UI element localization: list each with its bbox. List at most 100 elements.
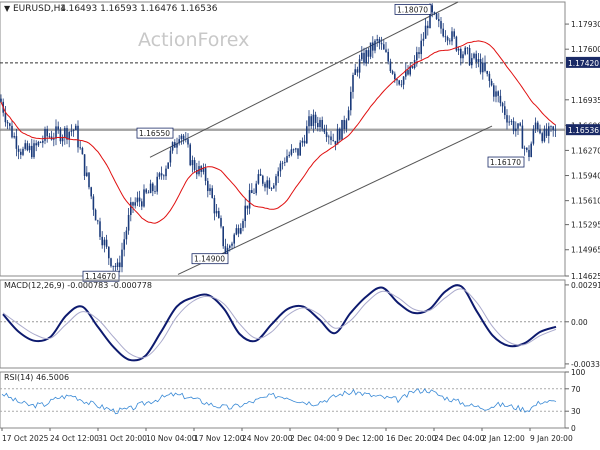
candle-body [134, 202, 136, 206]
price-annotation-label: 1.14900 [194, 255, 225, 264]
candle-body [259, 174, 262, 176]
candle-body [257, 174, 260, 184]
candle-body [158, 173, 161, 177]
candle-body [345, 120, 348, 129]
watermark: ActionForex [138, 29, 249, 51]
candle-body [174, 142, 176, 148]
candle-body [70, 130, 73, 132]
rsi-tick-label: 30 [571, 407, 581, 416]
price-tick-label: 1.17600 [571, 45, 600, 54]
candle-body [473, 53, 475, 59]
candle-body [92, 196, 95, 210]
candle-body [28, 145, 31, 151]
candle-body [108, 246, 110, 259]
candle-body [321, 119, 323, 129]
candle-body [246, 205, 249, 209]
price-tick-label: 1.16270 [571, 146, 600, 155]
candle-body [182, 135, 185, 140]
candle-body [497, 91, 499, 96]
price-pane: 1.179301.176001.169351.166001.162701.159… [0, 1, 600, 282]
candle-body [127, 214, 130, 231]
candle-body [486, 70, 488, 74]
candle-body [211, 188, 213, 198]
candle-body [279, 163, 282, 172]
price-tick-label: 1.15610 [571, 197, 600, 206]
candle-body [453, 31, 455, 37]
resistance-price-label: 1.17420 [568, 59, 599, 68]
candle-body [79, 147, 81, 149]
candle-body [530, 143, 532, 157]
macd-line [2, 284, 557, 362]
candle-body [4, 112, 7, 123]
candle-body [407, 69, 409, 75]
candle-body [68, 131, 70, 140]
candle-body [61, 137, 64, 142]
symbol-dropdown-icon[interactable]: ▼ [4, 4, 11, 13]
candle-body [233, 234, 235, 244]
rsi-tick-label: 70 [571, 385, 581, 394]
candle-body [471, 58, 473, 66]
candle-body [501, 103, 504, 107]
price-tick-label: 1.14625 [571, 272, 600, 281]
candle-body [46, 129, 48, 137]
candle-body [506, 115, 508, 123]
candle-body [220, 218, 222, 227]
candle-body [138, 197, 141, 202]
candle-body [475, 53, 477, 62]
candle-body [482, 62, 484, 73]
candle-body [526, 147, 528, 150]
candle-body [286, 156, 288, 163]
candle-body [438, 19, 440, 22]
candle-body [77, 125, 79, 148]
candle-body [323, 128, 326, 133]
time-axis: 17 Oct 2025 24 Oct 12:00 31 Oct 20:00 10 No… [0, 427, 573, 443]
price-tick-label: 1.14965 [571, 246, 600, 255]
candle-body [356, 69, 359, 73]
candle-body [517, 123, 519, 129]
price-annotation-label: 1.18070 [397, 5, 428, 14]
candle-body [319, 119, 321, 128]
candle-body [314, 114, 317, 123]
candle-body [554, 129, 557, 131]
time-tick-label: 2 Dec 04:00 [290, 434, 336, 443]
candle-body [277, 171, 279, 177]
candle-body [354, 69, 356, 75]
candle-body [451, 31, 453, 42]
candle-body [534, 122, 537, 129]
symbol-label: EURUSD,H4 [13, 4, 66, 14]
candle-body [180, 135, 183, 140]
candle-body [204, 168, 207, 181]
candle-body [39, 141, 42, 143]
candle-body [64, 128, 66, 138]
candle-body [33, 143, 35, 158]
candle-body [213, 197, 216, 214]
candle-body [376, 39, 378, 41]
candle-body [431, 5, 433, 13]
candle-body [253, 193, 255, 194]
candle-body [528, 149, 530, 157]
candle-body [550, 126, 552, 128]
candle-body [460, 48, 462, 59]
candle-body [215, 210, 218, 214]
candle-body [6, 122, 9, 124]
candle-body [185, 139, 187, 140]
candle-body [20, 151, 22, 155]
candle-body [365, 50, 367, 64]
candle-body [493, 85, 495, 97]
candle-body [545, 128, 548, 136]
candle-body [301, 140, 304, 143]
price-annotation-label: 1.16170 [490, 158, 521, 167]
candle-body [455, 36, 458, 51]
rsi-title: RSI(14) 46.5006 [4, 373, 69, 382]
candle-body [541, 133, 543, 142]
candle-body [207, 180, 209, 192]
macd-pane: 0.002913 0.00 -0.003327 [0, 279, 600, 369]
candle-body [110, 258, 112, 267]
time-tick-label: 16 Dec 20:00 [386, 434, 437, 443]
macd-tick-label: 0.00 [571, 318, 588, 327]
candle-body [130, 202, 132, 215]
candle-body [409, 66, 411, 75]
candle-body [339, 128, 341, 140]
candle-body [191, 160, 194, 166]
candle-body [490, 80, 493, 86]
